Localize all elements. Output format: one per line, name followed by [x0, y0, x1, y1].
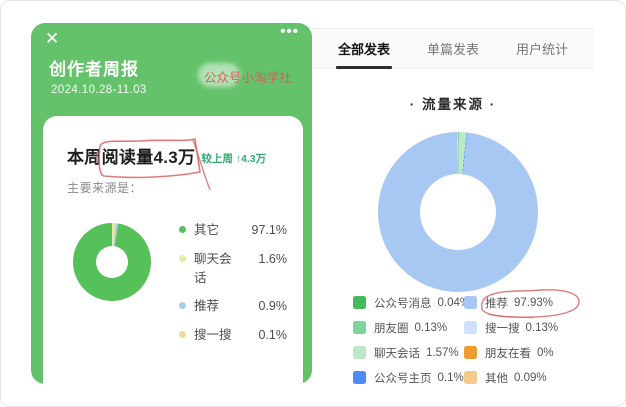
weekly-reads-headline: 本周阅读量4.3万	[67, 148, 196, 167]
week-over-week-delta: 较上周 ↑4.3万	[201, 153, 267, 165]
legend-item: 朋友在看 0%	[464, 345, 558, 361]
more-menu-icon[interactable]: •••	[280, 23, 299, 40]
traffic-source-donut-chart	[378, 132, 538, 292]
legend-item: 其他 0.09%	[464, 370, 558, 386]
tab-user-stats[interactable]: 用户统计	[515, 42, 568, 57]
reads-source-donut-chart	[73, 223, 151, 301]
legend-dot	[179, 254, 186, 262]
legend-swatch	[353, 346, 366, 359]
legend-dot	[179, 331, 186, 338]
legend-item: 搜一搜 0.1%	[179, 326, 287, 345]
weekly-report-title: 创作者周报	[49, 60, 139, 79]
close-icon[interactable]: ✕	[45, 29, 60, 48]
sources-subtitle: 主要来源是：	[67, 181, 143, 195]
legend-item: 公众号消息 0.04%	[353, 295, 470, 311]
tab-single-post[interactable]: 单篇发表	[426, 42, 479, 57]
legend-swatch	[353, 296, 366, 309]
legend-item: 推荐 0.9%	[179, 297, 287, 316]
legend-item: 聊天会话 1.57%	[353, 345, 464, 361]
legend-dot	[179, 302, 186, 310]
legend-swatch	[464, 321, 477, 334]
traffic-source-legend: 公众号消息 0.04% 朋友圈 0.13% 聊天会话 1.57% 公众号主页 0…	[353, 290, 558, 390]
legend-swatch	[464, 371, 477, 384]
weekly-report-date-range: 2024.10.28-11.03	[51, 84, 147, 96]
watermark-text: 公众号小淘学社	[198, 63, 292, 87]
legend-item: 其它 97.1%	[179, 221, 287, 240]
legend-swatch	[353, 321, 366, 334]
legend-dot	[179, 226, 186, 233]
tab-all-posts[interactable]: 全部发表	[335, 28, 393, 69]
legend-item: 公众号主页 0.1%	[353, 370, 464, 386]
tab-content: · 流量来源 · 公众号消息 0.04% 朋友圈 0.13% 聊天会话	[312, 69, 594, 385]
legend-item: 搜一搜 0.13%	[464, 320, 558, 336]
watermark-blob	[198, 63, 240, 87]
analytics-panel: 全部发表 单篇发表 用户统计 · 流量来源 · 公众号消息 0.04% 朋友圈 …	[312, 28, 594, 385]
tab-bar: 全部发表 单篇发表 用户统计	[312, 29, 594, 69]
legend-item: 朋友圈 0.13%	[353, 320, 464, 336]
legend-swatch	[464, 296, 477, 309]
legend-swatch	[353, 371, 366, 384]
reading-stat-card: 本周阅读量4.3万 较上周 ↑4.3万 主要来源是： 其它 97.1% 聊天会话…	[43, 116, 303, 384]
reads-source-legend: 其它 97.1% 聊天会话 1.6% 推荐 0.9% 搜一搜 0.1%	[179, 221, 287, 345]
donut-hole	[96, 246, 128, 278]
headline-row: 本周阅读量4.3万 较上周 ↑4.3万	[43, 116, 303, 168]
creator-weekly-report-panel: ✕ ••• 创作者周报 2024.10.28-11.03 公众号小淘学社 本周阅…	[31, 23, 312, 384]
donut-hole	[420, 174, 496, 250]
legend-swatch	[464, 346, 477, 359]
legend-item: 聊天会话 1.6%	[179, 250, 287, 288]
traffic-source-title: · 流量来源 ·	[409, 97, 497, 112]
legend-item: 推荐 97.93%	[464, 295, 558, 311]
